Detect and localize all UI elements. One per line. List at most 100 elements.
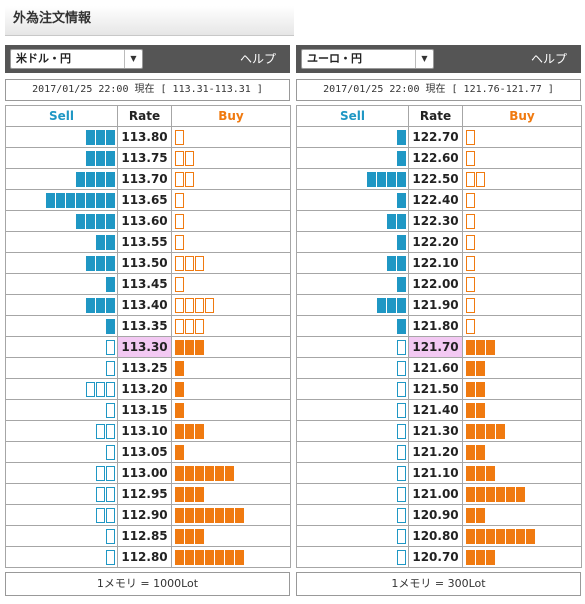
buy-unit-mark (466, 507, 475, 523)
rate-row: 121.00 (296, 483, 582, 505)
rate-cell: 121.30 (408, 420, 463, 442)
sell-unit-mark (96, 171, 105, 187)
sell-unit-mark (106, 297, 115, 313)
rate-cell: 122.40 (408, 189, 463, 211)
buy-unit-mark (175, 402, 184, 418)
rate-row: 112.80 (5, 546, 291, 568)
sell-unit-mark (397, 444, 406, 460)
buy-unit-mark (496, 486, 505, 502)
buy-unit-mark (466, 549, 475, 565)
buy-unit-mark (175, 129, 184, 145)
buy-unit-mark (175, 465, 184, 481)
rate-row: 112.95 (5, 483, 291, 505)
buy-unit-mark (185, 423, 194, 439)
sell-unit-mark (96, 213, 105, 229)
unit-note: 1メモリ = 300Lot (296, 572, 581, 596)
sell-volume-cell (5, 210, 118, 232)
chevron-down-icon[interactable]: ▼ (124, 50, 142, 68)
buy-unit-mark (175, 255, 184, 271)
buy-volume-cell (171, 525, 291, 547)
sell-unit-mark (106, 423, 115, 439)
sell-volume-cell (296, 315, 409, 337)
rate-row: 112.90 (5, 504, 291, 526)
sell-volume-cell (5, 336, 118, 358)
sell-unit-mark (106, 171, 115, 187)
buy-unit-mark (466, 360, 475, 376)
sell-unit-mark (377, 171, 386, 187)
buy-unit-mark (476, 444, 485, 460)
rate-row: 121.10 (296, 462, 582, 484)
buy-unit-mark (175, 549, 184, 565)
rate-row: 122.30 (296, 210, 582, 232)
currency-select[interactable]: ユーロ・円 ▼ (301, 49, 434, 69)
chevron-down-icon[interactable]: ▼ (415, 50, 433, 68)
rate-cell: 122.20 (408, 231, 463, 253)
buy-volume-cell (171, 441, 291, 463)
rate-cell: 122.70 (408, 126, 463, 148)
sell-unit-mark (106, 129, 115, 145)
currency-select-value: 米ドル・円 (16, 52, 71, 65)
buy-volume-cell (462, 504, 582, 526)
buy-header: Buy (462, 105, 582, 127)
sell-unit-mark (397, 465, 406, 481)
sell-unit-mark (106, 381, 115, 397)
sell-unit-mark (387, 297, 396, 313)
buy-volume-cell (462, 147, 582, 169)
rate-row: 113.10 (5, 420, 291, 442)
buy-unit-mark (466, 255, 475, 271)
sell-unit-mark (106, 507, 115, 523)
rate-cell: 122.30 (408, 210, 463, 232)
rate-row: 122.70 (296, 126, 582, 148)
buy-unit-mark (185, 507, 194, 523)
rate-cell: 113.65 (117, 189, 172, 211)
buy-unit-mark (175, 297, 184, 313)
sell-unit-mark (397, 192, 406, 208)
sell-volume-cell (5, 441, 118, 463)
buy-unit-mark (496, 423, 505, 439)
sell-unit-mark (106, 528, 115, 544)
rate-cell: 113.15 (117, 399, 172, 421)
currency-select[interactable]: 米ドル・円 ▼ (10, 49, 143, 69)
rate-row: 122.60 (296, 147, 582, 169)
rate-cell: 121.20 (408, 441, 463, 463)
sell-unit-mark (397, 213, 406, 229)
buy-unit-mark (476, 549, 485, 565)
buy-unit-mark (225, 507, 234, 523)
buy-unit-mark (486, 339, 495, 355)
sell-volume-cell (5, 273, 118, 295)
sell-unit-mark (106, 234, 115, 250)
buy-unit-mark (175, 150, 184, 166)
sell-unit-mark (96, 255, 105, 271)
sell-unit-mark (397, 129, 406, 145)
buy-header: Buy (171, 105, 291, 127)
rate-row: 113.15 (5, 399, 291, 421)
rate-row: 122.40 (296, 189, 582, 211)
sell-volume-cell (5, 315, 118, 337)
buy-unit-mark (195, 507, 204, 523)
sell-unit-mark (397, 507, 406, 523)
rate-row: 120.90 (296, 504, 582, 526)
sell-unit-mark (106, 339, 115, 355)
buy-unit-mark (476, 360, 485, 376)
help-link[interactable]: ヘルプ (530, 52, 567, 66)
buy-unit-mark (175, 360, 184, 376)
buy-unit-mark (466, 486, 475, 502)
buy-unit-mark (175, 507, 184, 523)
buy-volume-cell (462, 525, 582, 547)
sell-unit-mark (76, 171, 85, 187)
buy-volume-cell (462, 231, 582, 253)
sell-unit-mark (86, 381, 95, 397)
buy-unit-mark (195, 255, 204, 271)
page-title: 外為注文情報 (5, 6, 294, 36)
buy-volume-cell (462, 315, 582, 337)
help-link[interactable]: ヘルプ (239, 52, 276, 66)
rate-cell: 113.80 (117, 126, 172, 148)
sell-volume-cell (296, 525, 409, 547)
buy-unit-mark (185, 171, 194, 187)
sell-unit-mark (96, 423, 105, 439)
sell-unit-mark (397, 255, 406, 271)
buy-volume-cell (462, 168, 582, 190)
rate-header: Rate (408, 105, 463, 127)
sell-unit-mark (86, 150, 95, 166)
sell-unit-mark (96, 192, 105, 208)
